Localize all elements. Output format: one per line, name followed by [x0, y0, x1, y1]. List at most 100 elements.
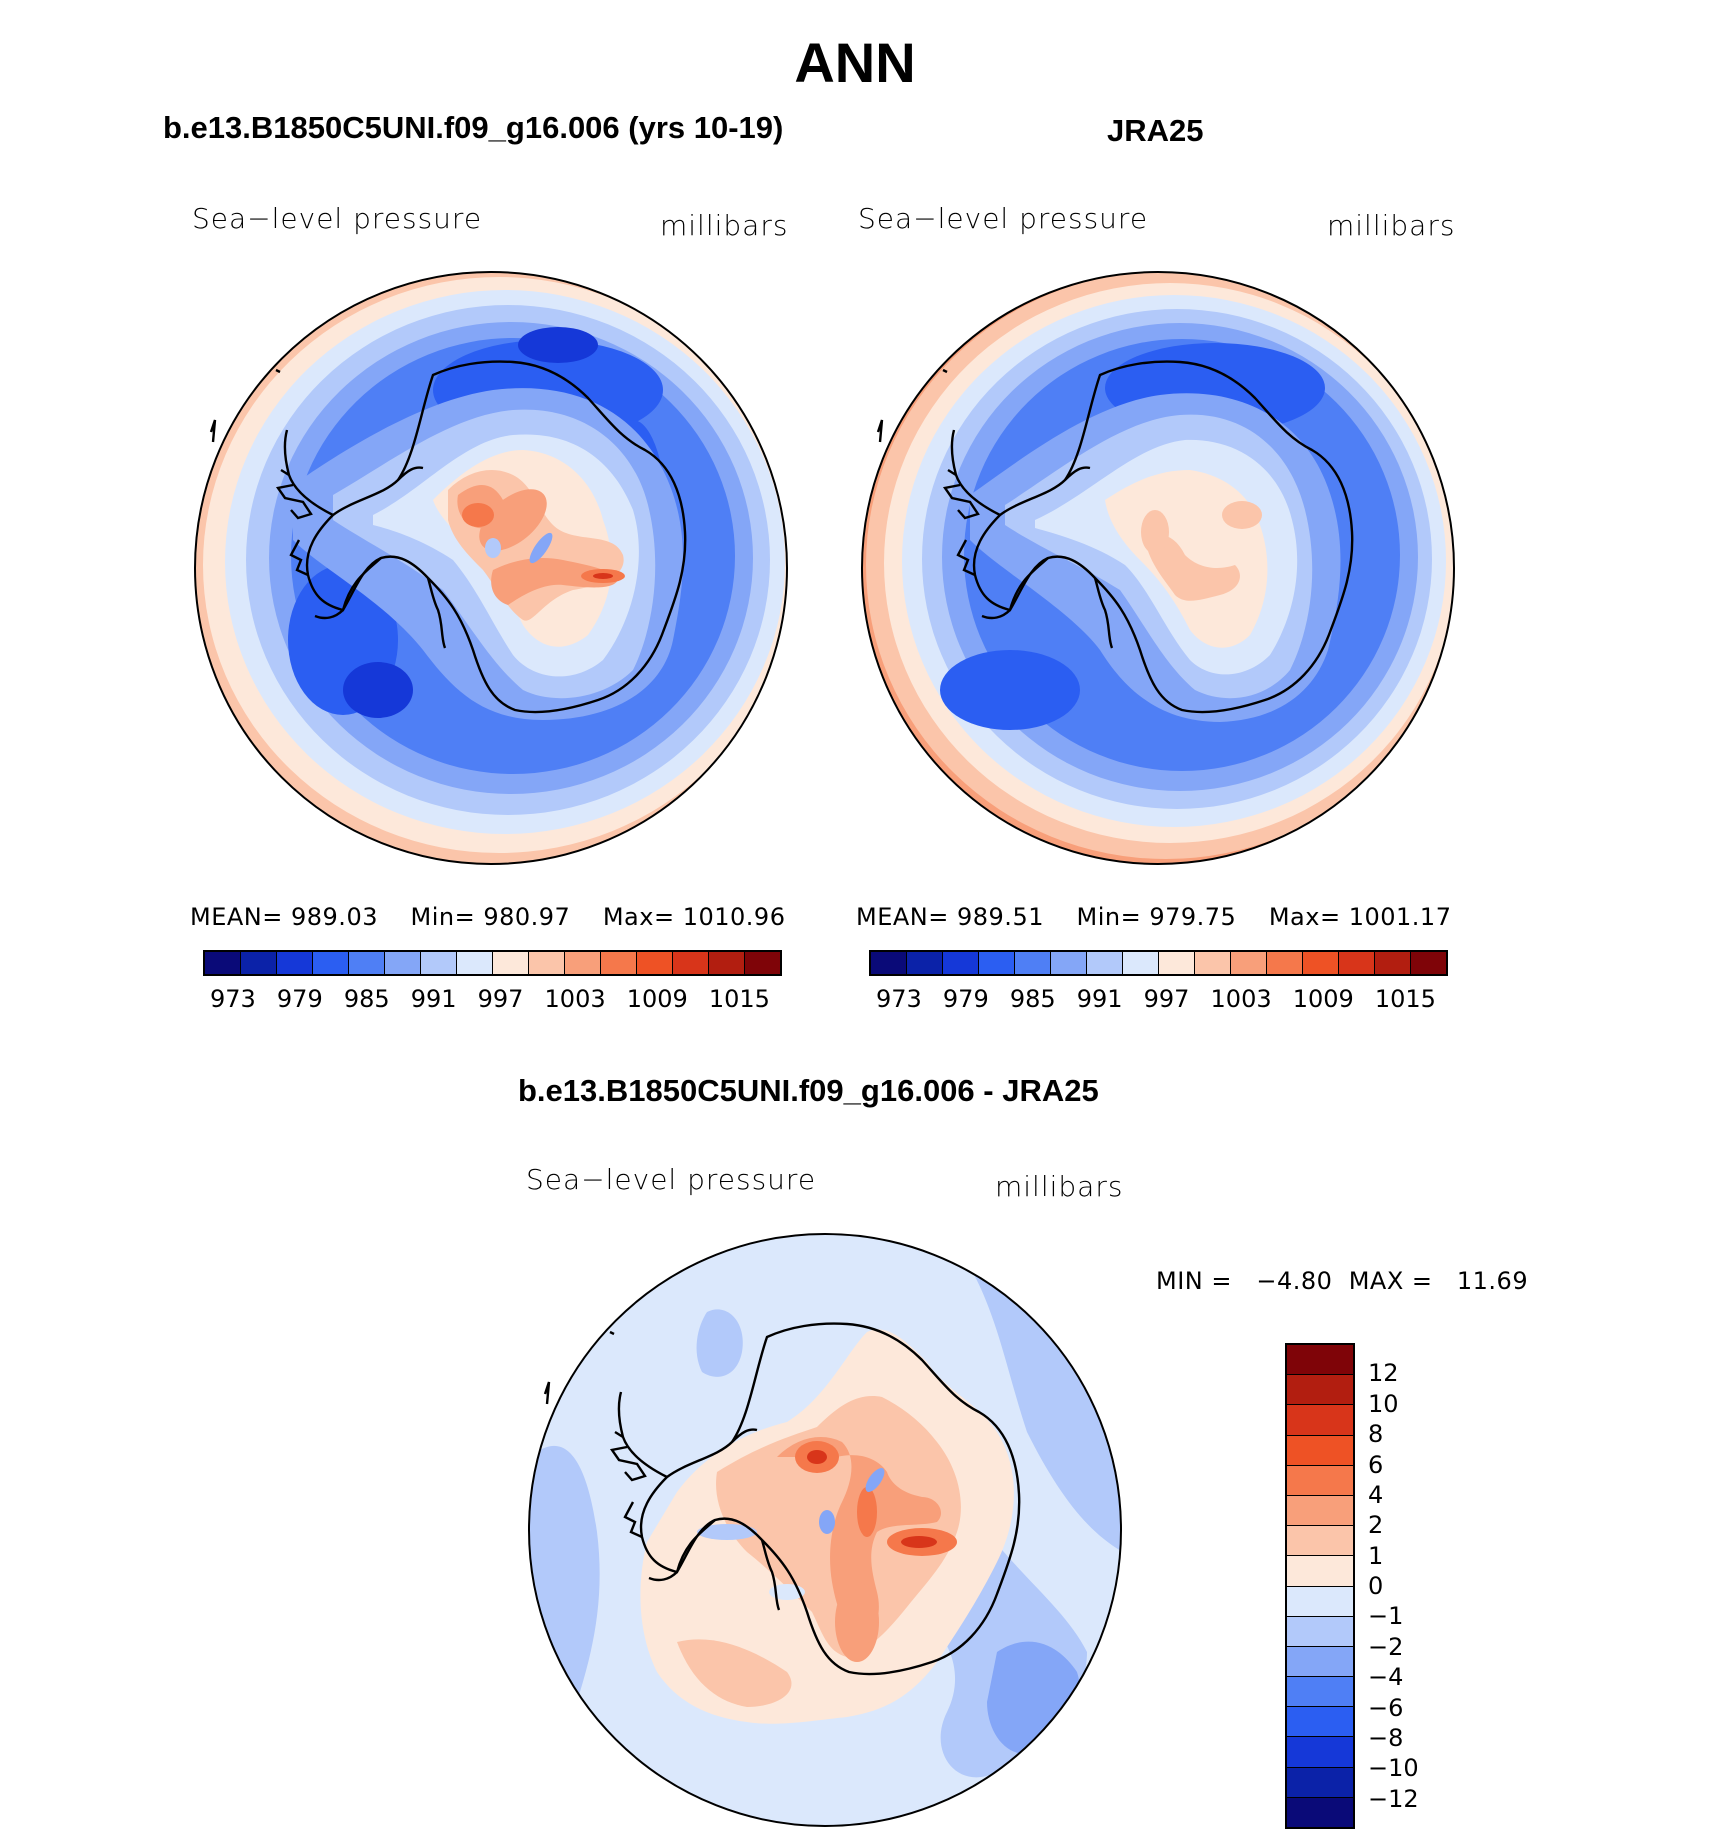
panel1-variable-label: Sea−level pressure [192, 202, 483, 235]
panel3-colorbar-tick-label: −8 [1368, 1723, 1404, 1752]
panel2-colorbar-swatch [1195, 952, 1231, 974]
panel1-colorbar-swatch [205, 952, 241, 974]
panel1-colorbar-swatch [421, 952, 457, 974]
panel1-polar-map [194, 271, 788, 865]
panel1-stats: MEAN= 989.03 Min= 980.97 Max= 1010.96 [190, 903, 786, 931]
panel2-colorbar-swatch [1267, 952, 1303, 974]
panel3-colorbar-swatch [1287, 1435, 1353, 1466]
panel1-coastline [209, 360, 687, 714]
panel1-colorbar-swatch [385, 952, 421, 974]
panel2-colorbar-swatch [1339, 952, 1375, 974]
panel3-colorbar-swatch [1287, 1797, 1353, 1827]
panel2-colorbar-tick-label: 1015 [1374, 985, 1436, 1013]
panel3-contour-fill [529, 1234, 1121, 1826]
panel2-max-value: 1001.17 [1348, 903, 1452, 931]
panel3-colorbar-tick-label: −2 [1368, 1632, 1404, 1661]
panel2-colorbar-tick-label: 979 [942, 985, 989, 1013]
panel2-colorbar-tick-label: 973 [876, 985, 922, 1013]
panel2-colorbar-swatch [1051, 952, 1087, 974]
panel1-colorbar-tick-label: 973 [210, 985, 256, 1013]
panel1-contour-fill [195, 272, 787, 864]
panel1-min-value: 980.97 [483, 903, 571, 931]
panel1-units-label: millibars [660, 209, 789, 242]
panel3-colorbar-swatch [1287, 1616, 1353, 1647]
panel2-colorbar-tick-label: 1003 [1210, 985, 1272, 1013]
panel3-colorbar-swatch [1287, 1767, 1353, 1798]
panel1-colorbar-tick-label: 991 [410, 985, 457, 1013]
panel2-min-value: 979.75 [1149, 903, 1237, 931]
panel3-colorbar-tick-label: 8 [1368, 1420, 1384, 1449]
panel3-colorbar-tick-label: −12 [1368, 1784, 1419, 1813]
panel3-colorbar-tick-label: 4 [1368, 1480, 1384, 1509]
panel1-colorbar-swatch [241, 952, 277, 974]
panel1-colorbar-swatch [457, 952, 493, 974]
panel1-max-value: 1010.96 [682, 903, 786, 931]
panel3-colorbar-swatch [1287, 1345, 1353, 1376]
panel1-colorbar-tick-label: 985 [343, 985, 390, 1013]
panel1-colorbar-tick-label: 1015 [708, 985, 770, 1013]
panel2-coastline [876, 360, 1354, 714]
panel1-colorbar-swatch [709, 952, 745, 974]
panel3-map-boundary [528, 1233, 1122, 1827]
panel1-colorbar-tick-label: 997 [477, 985, 524, 1013]
panel2-mean-value: 989.51 [957, 903, 1044, 931]
panel3-colorbar-swatch [1287, 1586, 1353, 1617]
panel3-colorbar-tick-label: −1 [1368, 1602, 1404, 1631]
figure-title: ANN [794, 31, 916, 94]
panel2-stats: MEAN= 989.51 Min= 979.75 Max= 1001.17 [856, 903, 1452, 931]
panel2-colorbar-swatch [871, 952, 907, 974]
panel3-colorbar-swatch [1287, 1526, 1353, 1557]
panel3-coastline [543, 1322, 1021, 1676]
panel3-max-value: 11.69 [1456, 1267, 1529, 1295]
panel1-colorbar-swatch [313, 952, 349, 974]
panel3-polar-map [528, 1233, 1122, 1827]
panel3-colorbar-swatch [1287, 1405, 1353, 1436]
panel1-colorbar-tick-label: 1009 [626, 985, 688, 1013]
panel1-colorbar-swatch [493, 952, 529, 974]
panel3-min-value: −4.80 [1256, 1267, 1333, 1295]
panel3-colorbar-tick-label: 0 [1368, 1572, 1384, 1600]
panel3-stats: MIN = −4.80 MAX = 11.69 [1156, 1267, 1529, 1295]
panel2-contour-fill [862, 272, 1454, 864]
panel2-colorbar-swatch [979, 952, 1015, 974]
panel1-colorbar-swatch [565, 952, 601, 974]
panel3-title: b.e13.B1850C5UNI.f09_g16.006 - JRA25 [518, 1073, 1099, 1108]
panel2-colorbar-swatch [1303, 952, 1339, 974]
panel3-colorbar-ticks: 12 10 8 6 4 2 1 0 −1 −2 −4 −6 −8 −10 −12 [1368, 1343, 1488, 1829]
panel1-colorbar-tick-label: 1003 [544, 985, 606, 1013]
panel1-colorbar-swatch [673, 952, 709, 974]
panel3-colorbar-tick-label: 1 [1368, 1541, 1384, 1570]
panel3-colorbar-swatch [1287, 1375, 1353, 1406]
panel3-colorbar [1285, 1343, 1355, 1829]
panel2-colorbar-swatch [1411, 952, 1446, 974]
panel2-title: JRA25 [1107, 113, 1204, 148]
panel3-colorbar-tick-label: 2 [1368, 1511, 1384, 1540]
panel3-colorbar-swatch [1287, 1495, 1353, 1527]
panel2-colorbar-swatch [1159, 952, 1195, 974]
panel2-colorbar-tick-label: 1009 [1292, 985, 1354, 1013]
panel3-colorbar-swatch [1287, 1677, 1353, 1708]
panel2-colorbar-swatch [1087, 952, 1123, 974]
panel2-colorbar-swatch [1123, 952, 1159, 974]
panel2-colorbar [869, 950, 1448, 976]
panel1-colorbar [203, 950, 782, 976]
panel3-colorbar-tick-label: 12 [1368, 1359, 1399, 1388]
panel3-variable-label: Sea−level pressure [526, 1163, 817, 1196]
panel3-colorbar-tick-label: −6 [1368, 1693, 1404, 1722]
panel1-colorbar-ticks: 973 979 985 991 997 1003 1009 1015 [210, 985, 770, 1013]
panel1-colorbar-tick-label: 979 [276, 985, 323, 1013]
panel1-colorbar-swatch [529, 952, 565, 974]
panel1-title: b.e13.B1850C5UNI.f09_g16.006 (yrs 10-19) [163, 110, 784, 145]
panel1-colorbar-swatch [637, 952, 673, 974]
panel3-colorbar-swatch [1287, 1737, 1353, 1768]
panel2-colorbar-tick-label: 985 [1009, 985, 1056, 1013]
panel2-colorbar-swatch [1375, 952, 1411, 974]
panel1-colorbar-swatch [277, 952, 313, 974]
panel3-units-label: millibars [995, 1170, 1124, 1203]
panel1-colorbar-swatch [601, 952, 637, 974]
panel3-colorbar-tick-label: −4 [1368, 1663, 1404, 1692]
panel1-colorbar-swatch [745, 952, 780, 974]
panel2-colorbar-ticks: 973 979 985 991 997 1003 1009 1015 [876, 985, 1436, 1013]
panel3-colorbar-swatch [1287, 1646, 1353, 1678]
panel2-colorbar-swatch [943, 952, 979, 974]
